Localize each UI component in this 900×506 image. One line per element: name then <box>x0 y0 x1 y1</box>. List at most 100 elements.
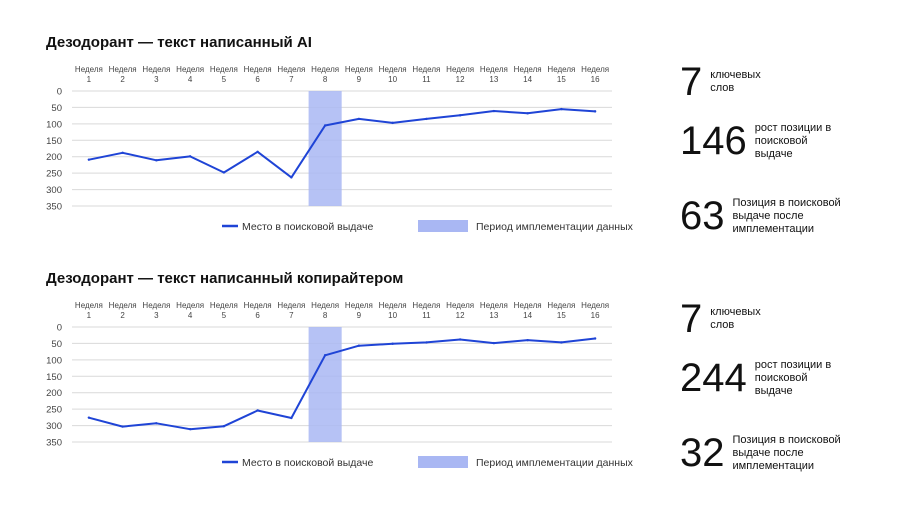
y-tick-label: 50 <box>51 103 62 114</box>
x-tick-label: Неделя 10 <box>379 65 407 84</box>
data-point <box>222 171 226 174</box>
x-tick-label: Неделя 6 <box>244 65 272 84</box>
legend-band-label: Период имплементации данных <box>476 457 634 469</box>
implementation-band <box>308 91 342 206</box>
stat-keywords: 7 ключевых слов <box>680 62 770 102</box>
y-tick-label: 100 <box>46 355 62 366</box>
data-point <box>87 416 91 419</box>
chart-title: Дезодорант — текст написанный AI <box>46 34 312 51</box>
x-tick-label: Неделя 2 <box>109 301 137 320</box>
x-tick-label: Неделя 1 <box>75 301 103 320</box>
y-tick-label: 300 <box>46 421 62 432</box>
y-tick-label: 50 <box>51 339 62 350</box>
y-tick-label: 200 <box>46 152 62 163</box>
data-point <box>492 341 496 345</box>
x-tick-label: Неделя 6 <box>244 301 272 320</box>
data-point <box>391 342 394 345</box>
y-tick-label: 150 <box>46 372 62 383</box>
data-point <box>593 337 597 340</box>
x-tick-label: Неделя 7 <box>277 301 305 320</box>
data-point <box>323 354 327 357</box>
data-point <box>458 114 462 117</box>
data-point <box>188 155 192 158</box>
stat-label: Позиция в поисковой выдаче после имплеме… <box>732 433 841 472</box>
data-point <box>357 344 361 347</box>
stat-value: 244 <box>680 356 747 400</box>
x-tick-label: Неделя 12 <box>446 301 474 320</box>
x-tick-label: Неделя 4 <box>176 65 204 84</box>
data-point <box>593 110 597 113</box>
x-tick-label: Неделя 5 <box>210 65 238 84</box>
data-point <box>87 158 91 161</box>
x-tick-label: Неделя 8 <box>311 301 339 320</box>
y-tick-label: 0 <box>57 87 62 98</box>
stat-position: 32 Позиция в поисковой выдаче после импл… <box>680 433 858 473</box>
data-point <box>425 117 428 121</box>
x-tick-label: Неделя 12 <box>446 65 474 84</box>
legend-band-swatch <box>418 456 468 468</box>
x-tick-label: Неделя 9 <box>345 301 373 320</box>
data-point <box>391 121 394 125</box>
legend-line-label: Место в поисковой выдаче <box>242 221 374 233</box>
data-point <box>560 341 563 344</box>
y-tick-label: 350 <box>46 438 62 449</box>
stat-value: 32 <box>680 431 725 475</box>
y-tick-label: 0 <box>57 323 62 334</box>
line-chart-copywriter: 0 50 100 150 200 250 300 350 Неделя 1 Неделя 2 Недел… <box>46 301 634 469</box>
x-tick-label: Неделя 15 <box>547 65 575 84</box>
y-tick-label: 200 <box>46 388 62 399</box>
data-point <box>155 422 158 425</box>
x-tick-label: Неделя 13 <box>480 301 508 320</box>
x-tick-label: Неделя 4 <box>176 301 204 320</box>
y-tick-label: 100 <box>46 119 62 130</box>
x-tick-label: Неделя 11 <box>412 65 440 84</box>
x-tick-label: Неделя 11 <box>412 301 440 320</box>
series-line <box>87 337 597 431</box>
x-tick-label: Неделя 13 <box>480 65 508 84</box>
data-point <box>155 159 158 162</box>
stat-value: 63 <box>680 194 725 238</box>
y-tick-label: 150 <box>46 136 62 147</box>
x-tick-label: Неделя 2 <box>109 65 137 84</box>
x-tick-label: Неделя 16 <box>581 301 609 320</box>
data-point <box>458 338 462 341</box>
y-tick-label: 300 <box>46 185 62 196</box>
stat-value: 146 <box>680 119 747 163</box>
legend-band-label: Период имплементации данных <box>476 221 634 233</box>
data-point <box>256 409 259 412</box>
data-point <box>357 117 361 121</box>
data-point <box>121 425 124 428</box>
x-tick-label: Неделя 16 <box>581 65 609 84</box>
stat-value: 7 <box>680 297 703 341</box>
x-tick-label: Неделя 3 <box>142 301 170 320</box>
stat-label: ключевых слов <box>710 69 761 94</box>
data-point <box>425 341 428 344</box>
stat-growth: 244 рост позиции в поисковой выдаче <box>680 358 840 398</box>
x-tick-label: Неделя 9 <box>345 65 373 84</box>
x-tick-label: Неделя 5 <box>210 301 238 320</box>
stat-position: 63 Позиция в поисковой выдаче после импл… <box>680 196 858 236</box>
x-tick-label: Неделя 3 <box>142 65 170 84</box>
data-point <box>121 151 124 154</box>
x-tick-label: Неделя 14 <box>514 65 542 84</box>
data-point <box>290 416 293 420</box>
data-point <box>290 176 293 179</box>
data-point <box>526 112 529 115</box>
y-tick-label: 350 <box>46 202 62 213</box>
stat-keywords: 7 ключевых слов <box>680 299 770 339</box>
implementation-band <box>308 327 342 442</box>
series-line <box>87 108 597 179</box>
y-tick-label: 250 <box>46 405 62 416</box>
data-point <box>492 109 496 113</box>
stat-label: Позиция в поисковой выдаче после имплеме… <box>732 196 841 235</box>
data-point <box>526 338 529 342</box>
legend-line-label: Место в поисковой выдаче <box>242 457 374 469</box>
chart-title: Дезодорант — текст написанный копирайтер… <box>46 270 404 287</box>
legend-band-swatch <box>418 220 468 232</box>
line-chart-ai: 0 50 100 150 200 250 300 350 Неделя 1 Неделя 2 Недел… <box>46 65 634 233</box>
data-point <box>323 124 327 127</box>
x-tick-label: Неделя 10 <box>379 301 407 320</box>
x-tick-label: Неделя 14 <box>514 301 542 320</box>
data-point <box>256 150 259 153</box>
data-point <box>222 425 226 428</box>
